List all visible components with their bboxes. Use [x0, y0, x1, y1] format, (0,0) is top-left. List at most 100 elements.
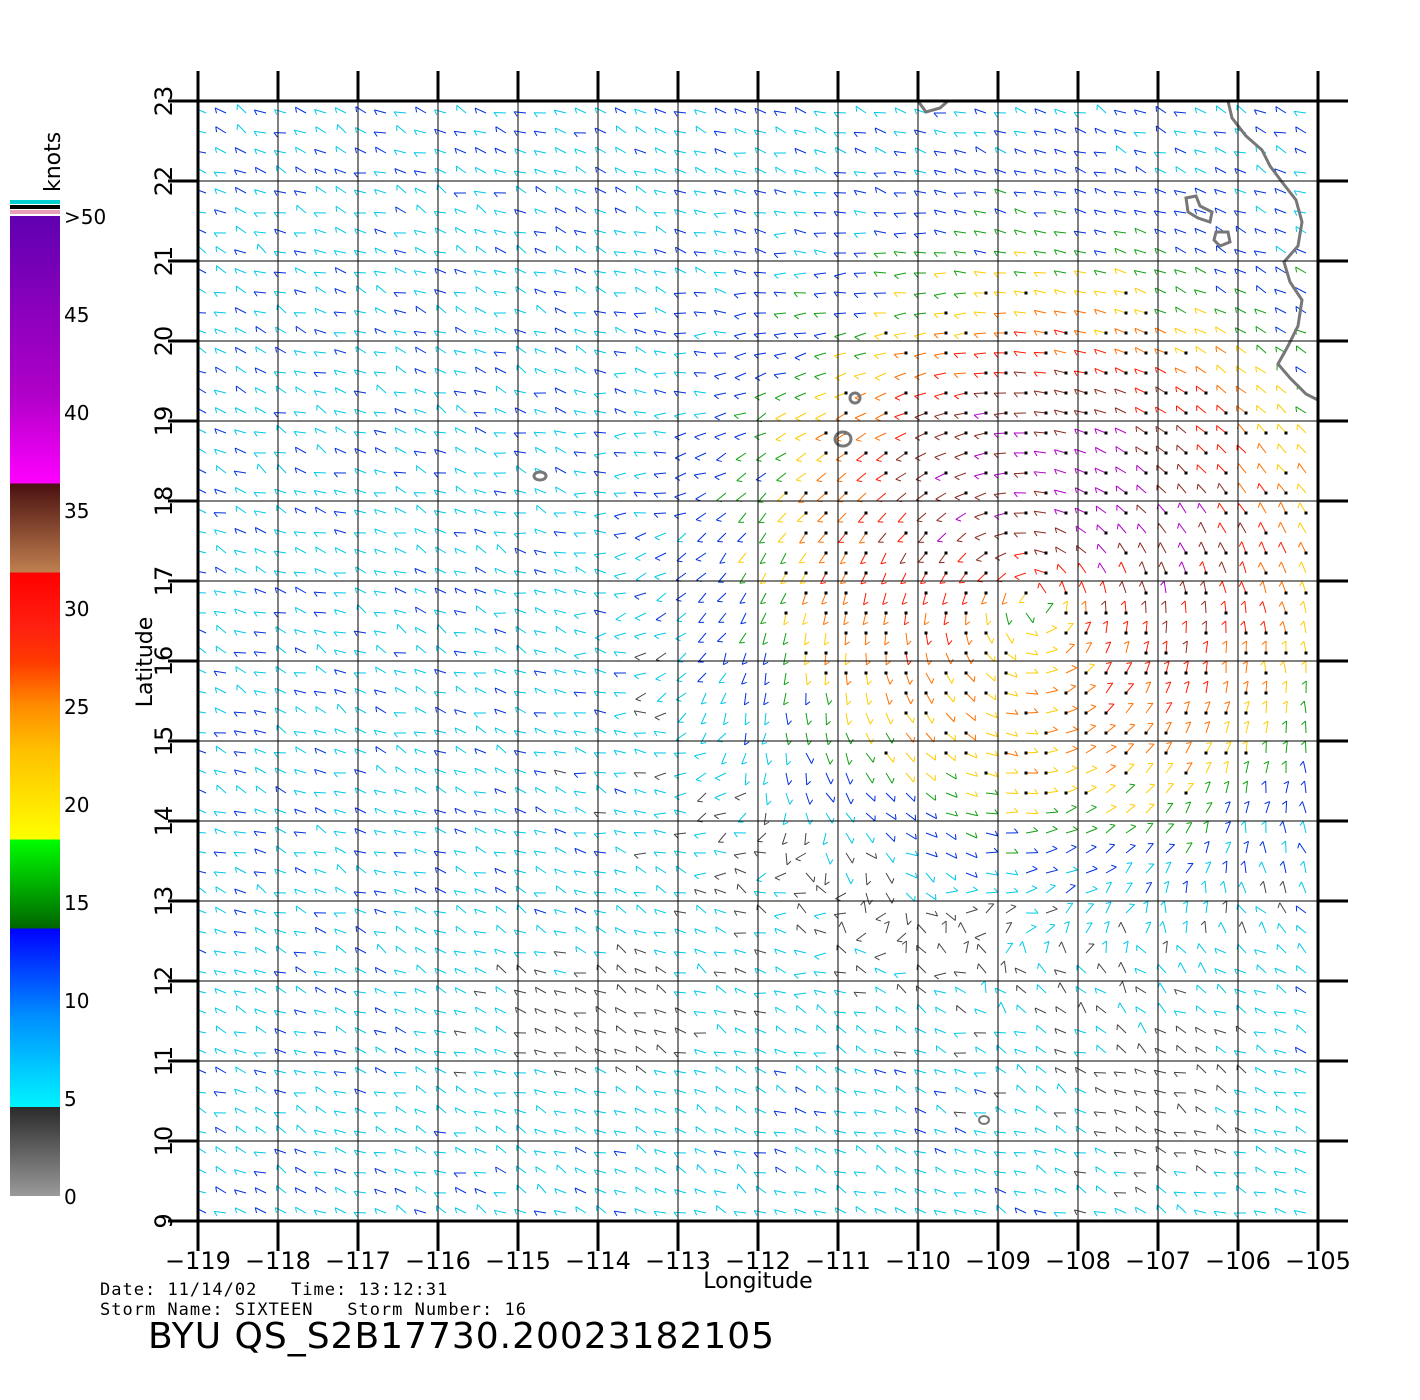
wind-vector	[1155, 386, 1167, 394]
wind-vector-barb	[375, 746, 378, 753]
wind-vector-barb	[414, 887, 418, 894]
wind-vector	[865, 892, 870, 905]
wind-vector-barb	[701, 721, 707, 725]
wind-vector	[1261, 861, 1267, 874]
wind-vector	[974, 532, 987, 539]
wind-vector	[1005, 942, 1014, 954]
wind-vector	[1195, 1026, 1207, 1034]
wind-vector	[674, 1088, 687, 1094]
wind-vector-barb	[1224, 801, 1231, 805]
wind-vector-barb	[393, 852, 398, 858]
wind-vector	[214, 769, 227, 774]
wind-vector-barb	[274, 587, 278, 594]
wind-vector	[653, 512, 667, 515]
wind-vector	[1241, 921, 1247, 934]
wind-vector	[860, 572, 867, 585]
rain-flag-dot	[1144, 431, 1148, 435]
wind-vector-barb	[614, 388, 618, 394]
wind-vector-barb	[594, 1188, 598, 1194]
wind-vector	[1276, 1105, 1287, 1114]
wind-vector	[974, 472, 987, 477]
wind-vector-barb	[1054, 1167, 1058, 1174]
wind-vector	[917, 1003, 927, 1014]
rain-flag-dot	[984, 571, 988, 575]
wind-vector	[614, 512, 627, 517]
wind-vector-barb	[1216, 464, 1219, 470]
wind-vector-barb	[1174, 989, 1178, 995]
wind-vector-barb	[214, 488, 218, 495]
rain-flag-dot	[1124, 491, 1128, 495]
wind-vector	[314, 690, 327, 694]
wind-vector	[435, 867, 447, 874]
wind-vector	[554, 609, 567, 614]
wind-vector	[1218, 482, 1227, 494]
wind-vector	[1274, 1028, 1287, 1034]
wind-vector-barb	[675, 699, 682, 702]
wind-vector	[293, 571, 307, 574]
wind-vector	[317, 643, 327, 654]
wind-vector-barb	[1033, 411, 1038, 417]
wind-vector-barb	[333, 1071, 338, 1077]
wind-vector	[815, 412, 827, 420]
wind-vector	[534, 829, 547, 834]
wind-vector-barb	[907, 920, 912, 926]
wind-vector-barb	[514, 608, 518, 615]
wind-vector	[985, 632, 993, 644]
wind-vector	[314, 568, 327, 574]
wind-vector	[274, 550, 287, 554]
wind-vector-barb	[234, 528, 238, 534]
wind-vector-barb	[744, 721, 750, 726]
wind-vector	[314, 1129, 327, 1134]
wind-vector	[234, 1031, 247, 1034]
wind-vector-barb	[773, 1110, 778, 1117]
wind-vector-barb	[1134, 1207, 1138, 1213]
wind-vector-barb	[1074, 1108, 1078, 1115]
wind-vector	[494, 687, 507, 694]
wind-vector	[1225, 721, 1230, 734]
wind-vector-barb	[875, 918, 882, 922]
wind-vector	[234, 447, 247, 454]
wind-vector-barb	[454, 987, 458, 993]
wind-vector	[875, 986, 887, 994]
wind-vector-barb	[854, 948, 858, 955]
rain-flag-dot	[944, 411, 948, 415]
rain-flag-dot	[1124, 631, 1128, 635]
wind-vector	[314, 1070, 327, 1074]
wind-vector-barb	[1264, 801, 1270, 805]
wind-vector-barb	[1129, 723, 1135, 726]
wind-vector	[474, 888, 487, 894]
wind-vector-barb	[714, 476, 720, 481]
wind-vector-barb	[414, 1007, 418, 1014]
wind-vector	[414, 388, 427, 394]
wind-vector	[674, 910, 687, 914]
wind-vector-barb	[455, 746, 458, 752]
wind-vector-barb	[254, 947, 258, 953]
wind-vector-barb	[854, 1068, 858, 1075]
wind-vector	[514, 547, 527, 554]
wind-vector	[214, 529, 227, 534]
wind-vector	[275, 826, 287, 834]
wind-vector	[1145, 702, 1154, 714]
wind-vector	[1125, 825, 1137, 834]
wind-vector-barb	[1196, 484, 1199, 490]
wind-vector	[575, 926, 587, 934]
wind-vector	[276, 724, 287, 734]
wind-vector	[825, 772, 832, 785]
wind-vector	[1179, 542, 1187, 554]
wind-vector-barb	[974, 791, 978, 797]
wind-vector-barb	[1072, 705, 1078, 710]
wind-vector-barb	[335, 886, 338, 893]
wind-vector-barb	[313, 971, 318, 977]
wind-vector	[885, 752, 894, 763]
wind-vector	[514, 849, 527, 854]
wind-vector	[716, 732, 727, 742]
wind-vector-barb	[633, 433, 639, 438]
wind-vector	[1005, 672, 1018, 678]
rain-flag-dot	[1104, 431, 1108, 435]
wind-vector	[917, 552, 927, 563]
wind-vector	[917, 964, 927, 974]
wind-vector	[717, 832, 727, 843]
wind-vector	[914, 1107, 927, 1114]
wind-vector	[737, 1183, 747, 1194]
